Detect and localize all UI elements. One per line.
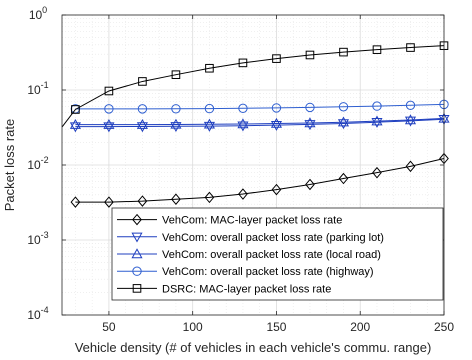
legend: VehCom: MAC-layer packet loss rate VehCom… [111,207,444,301]
legend-label: VehCom: overall packet loss rate (parkin… [162,232,384,244]
data-point [69,122,81,133]
data-point [271,103,282,113]
data-point [337,119,350,130]
legend-label: VehCom: overall packet loss rate (local … [162,249,381,261]
data-point [304,117,316,128]
data-point [372,101,382,111]
legend-marker [132,213,142,226]
data-point [204,103,215,114]
data-point [137,104,148,114]
x-tick-label: 150 [266,320,286,334]
data-point [203,118,215,129]
data-point [238,103,248,114]
x-tick-label: 250 [434,320,454,334]
legend-marker [132,284,142,293]
data-point [136,118,148,129]
y-tick-label: 10-2 [27,155,48,172]
data-point [103,122,115,133]
data-point [371,118,383,128]
data-point [171,70,181,79]
data-point [404,116,417,127]
data-point [305,102,315,113]
series-1 [70,152,449,208]
series-5 [61,41,449,128]
x-tick-label: 200 [350,320,370,334]
data-point [204,191,215,204]
data-point [138,77,147,86]
data-point [69,118,81,129]
legend-entry-2: VehCom: overall packet loss rate (parkin… [117,232,384,244]
data-point [104,104,114,114]
legend-label: DSRC: MAC-layer packet loss rate [162,283,331,295]
legend-entry-4: VehCom: overall packet loss rate (highwa… [117,266,374,278]
legend-label: VehCom: MAC-layer packet loss rate [162,215,342,227]
y-tick-label: 10-4 [27,305,48,322]
data-point [104,196,114,208]
data-point [270,117,283,128]
x-tick-label: 50 [102,320,116,334]
data-point [70,196,81,208]
data-point [203,121,215,132]
x-tick-label: 100 [183,320,203,334]
data-point [205,63,214,73]
legend-entry-1: VehCom: MAC-layer packet loss rate [117,213,342,227]
data-point [304,120,316,131]
series-line [75,118,445,128]
series-3 [69,112,450,129]
data-point [171,193,181,205]
data-point [338,102,349,112]
data-point [404,114,417,125]
x-axis-label: Vehicle density (# of vehicles in each v… [75,340,432,355]
y-tick-label: 10-1 [27,80,48,97]
data-point [405,160,416,173]
data-point [371,115,383,126]
legend-entry-3: VehCom: overall packet loss rate (local … [117,248,381,261]
data-point [406,43,415,52]
data-point [405,100,416,111]
legend-marker [131,232,143,243]
data-point [137,195,148,207]
data-point [170,122,182,133]
data-point [71,105,80,114]
data-point [272,54,281,63]
data-point [339,47,348,57]
data-point [372,166,382,179]
data-point [237,118,249,129]
y-tick-label: 100 [29,5,47,22]
series-line [75,158,445,203]
legend-entry-5: DSRC: MAC-layer packet loss rate [117,283,331,295]
data-point [237,121,249,132]
data-point [104,86,114,96]
y-axis-label: Packet loss rate [2,119,17,212]
data-point [337,116,350,127]
data-point [305,50,315,60]
series-line [75,117,445,126]
data-point [171,104,181,114]
data-point [136,122,148,133]
series-line [61,45,445,128]
legend-marker [132,266,142,276]
data-point [238,58,248,68]
data-point [170,118,182,129]
series-4 [70,99,449,114]
data-point [305,178,315,191]
data-point [372,45,382,54]
series-2 [69,115,450,133]
data-point [238,188,248,200]
legend-box [111,207,444,301]
data-point [270,120,283,131]
data-point [338,172,349,185]
data-point [103,118,115,129]
series-layer [61,41,450,208]
data-point [271,183,282,196]
series-line [75,103,445,110]
legend-marker [131,248,143,259]
ticks: 50 100 150 200 250 10-4 10-3 10-2 10-1 100 [27,5,454,334]
legend-label: VehCom: overall packet loss rate (highwa… [162,266,374,278]
y-tick-label: 10-3 [27,230,48,247]
